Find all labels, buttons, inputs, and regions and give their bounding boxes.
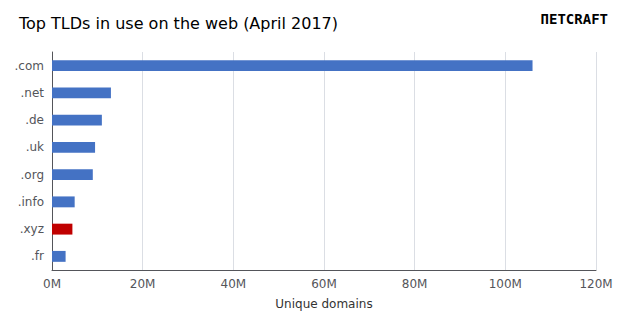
svg-text:120M: 120M (579, 277, 612, 291)
svg-text:.xyz: .xyz (20, 222, 44, 236)
svg-text:.com: .com (15, 59, 44, 73)
svg-text:0M: 0M (43, 277, 61, 291)
svg-text:.org: .org (21, 168, 45, 182)
svg-text:20M: 20M (130, 277, 156, 291)
svg-text:Top TLDs in use on the web (Ap: Top TLDs in use on the web (April 2017) (18, 14, 338, 33)
svg-text:.de: .de (25, 113, 44, 127)
svg-text:Unique domains: Unique domains (275, 297, 372, 311)
svg-text:ПETCRAFT: ПETCRAFT (541, 11, 608, 27)
svg-text:.fr: .fr (31, 249, 44, 263)
svg-text:.uk: .uk (26, 140, 44, 154)
svg-text:80M: 80M (402, 277, 428, 291)
svg-text:.info: .info (18, 195, 44, 209)
svg-text:100M: 100M (489, 277, 522, 291)
svg-text:60M: 60M (311, 277, 337, 291)
svg-text:40M: 40M (221, 277, 247, 291)
svg-text:.net: .net (20, 86, 44, 100)
